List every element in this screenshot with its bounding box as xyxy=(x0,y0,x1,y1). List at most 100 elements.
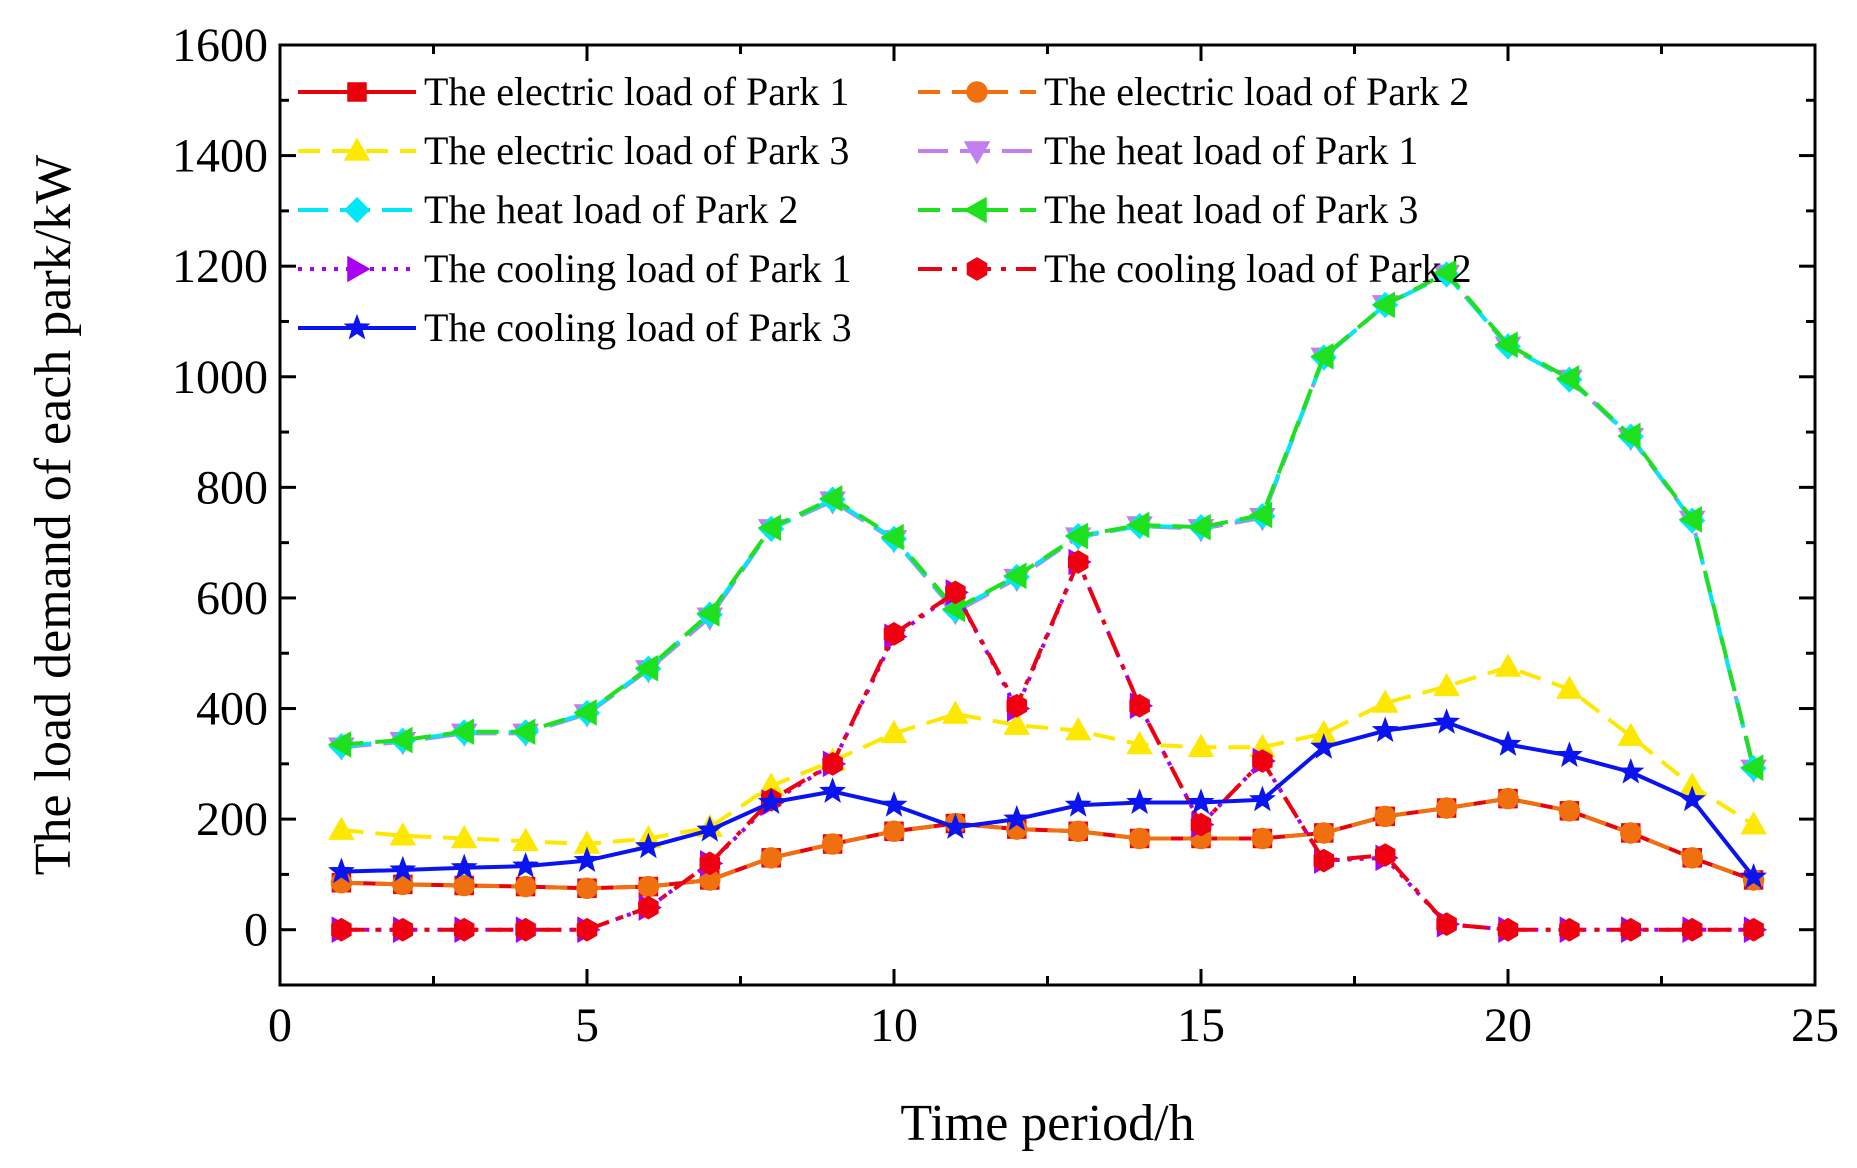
data-point xyxy=(880,523,904,551)
data-point xyxy=(880,791,908,817)
legend-item-5: The heat load of Park 2 xyxy=(298,187,798,232)
series-line xyxy=(341,270,1756,769)
data-point xyxy=(453,917,475,942)
data-point xyxy=(1067,550,1089,574)
series-line xyxy=(341,796,1755,891)
data-point xyxy=(1740,863,1768,889)
data-point xyxy=(1252,749,1273,773)
data-point xyxy=(1559,917,1580,942)
data-point xyxy=(1558,800,1581,822)
x-tick-label: 0 xyxy=(268,999,292,1052)
series-8 xyxy=(331,550,1764,942)
data-point xyxy=(1313,848,1335,873)
data-point xyxy=(1740,754,1764,781)
data-point xyxy=(1374,843,1396,867)
data-point xyxy=(822,751,843,776)
legend-item-1: The electric load of Park 1 xyxy=(298,69,849,114)
data-point xyxy=(1310,733,1338,759)
series-layer xyxy=(327,259,1768,943)
data-point xyxy=(1617,757,1645,784)
y-tick-label: 400 xyxy=(196,683,268,736)
data-point xyxy=(1126,511,1150,539)
legend-marker xyxy=(343,196,371,224)
data-point xyxy=(1371,689,1399,713)
data-point xyxy=(1556,675,1583,699)
series-6 xyxy=(327,259,1764,781)
legend-item-9: The cooling load of Park 3 xyxy=(298,305,852,350)
data-point xyxy=(512,718,536,746)
data-point xyxy=(1740,811,1767,835)
data-point xyxy=(1126,730,1153,755)
y-axis-title: The load demand of each park/kW xyxy=(25,155,82,875)
legend-label: The heat load of Park 3 xyxy=(1044,187,1418,232)
data-point xyxy=(512,851,540,878)
data-point xyxy=(331,917,352,942)
legend-label: The cooling load of Park 1 xyxy=(424,246,852,291)
data-point xyxy=(1620,917,1642,942)
data-point xyxy=(1064,717,1092,741)
data-point xyxy=(515,917,536,942)
data-point xyxy=(573,846,601,873)
data-point xyxy=(1190,812,1212,837)
data-point xyxy=(389,822,417,846)
data-point xyxy=(573,699,597,726)
legend-marker xyxy=(347,82,367,102)
legend-marker xyxy=(343,313,371,340)
data-point xyxy=(634,654,659,682)
x-tick-label: 20 xyxy=(1484,999,1532,1052)
data-point xyxy=(941,813,969,839)
data-point xyxy=(1433,708,1461,734)
data-point xyxy=(880,719,908,744)
data-point xyxy=(1494,331,1518,358)
data-point xyxy=(1497,787,1519,810)
data-point xyxy=(1555,741,1583,767)
data-point xyxy=(1555,365,1580,392)
data-point xyxy=(512,827,539,851)
data-point xyxy=(1678,506,1702,533)
data-point xyxy=(1187,788,1215,814)
data-point xyxy=(450,853,478,880)
data-point xyxy=(634,832,662,859)
data-point xyxy=(1006,693,1028,718)
data-point xyxy=(1313,822,1335,844)
y-tick-label: 1600 xyxy=(172,19,268,72)
legend-label: The electric load of Park 3 xyxy=(424,128,849,173)
data-point xyxy=(637,875,660,898)
data-point xyxy=(1371,716,1399,743)
legend: The electric load of Park 1 The electric … xyxy=(298,69,1472,350)
data-point xyxy=(389,726,413,754)
data-point xyxy=(757,514,781,542)
data-point xyxy=(1126,788,1154,814)
y-tick-label: 1200 xyxy=(172,240,268,293)
y-tick-label: 200 xyxy=(196,793,268,846)
series-line xyxy=(341,720,1756,879)
data-point xyxy=(327,857,355,884)
legend-label: The cooling load of Park 3 xyxy=(424,305,852,350)
data-point xyxy=(1374,805,1396,828)
data-point xyxy=(1494,653,1522,677)
data-point xyxy=(1433,259,1457,287)
data-point xyxy=(1678,785,1706,812)
data-point xyxy=(1681,917,1703,942)
x-axis-title: Time period/h xyxy=(900,1095,1194,1152)
data-point xyxy=(638,895,659,920)
data-point xyxy=(576,917,598,942)
data-point xyxy=(1743,917,1764,942)
data-point xyxy=(1187,513,1211,541)
legend-label: The electric load of Park 2 xyxy=(1044,69,1469,114)
data-point xyxy=(1435,797,1458,819)
data-point xyxy=(576,877,598,899)
data-point xyxy=(1251,827,1274,850)
legend-marker xyxy=(963,196,987,224)
data-point xyxy=(1003,562,1027,590)
data-point xyxy=(1310,343,1334,370)
data-point xyxy=(1620,822,1642,844)
data-point xyxy=(514,875,537,898)
data-point xyxy=(1067,820,1089,843)
y-tick-label: 1400 xyxy=(172,130,268,183)
data-point xyxy=(1681,847,1703,869)
legend-item-2: The electric load of Park 2 xyxy=(918,69,1469,114)
legend-marker xyxy=(966,81,988,103)
series-line xyxy=(341,665,1755,846)
